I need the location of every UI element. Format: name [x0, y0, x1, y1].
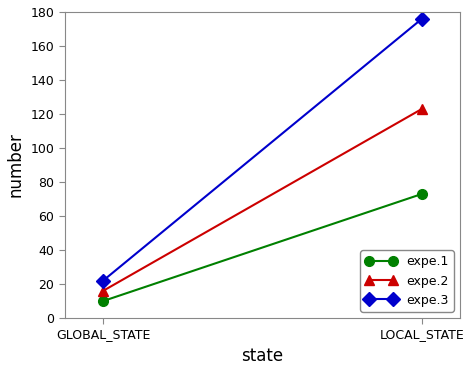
Y-axis label: number: number	[7, 132, 25, 198]
X-axis label: state: state	[241, 347, 283, 365]
Legend: expe.1, expe.2, expe.3: expe.1, expe.2, expe.3	[360, 250, 454, 312]
